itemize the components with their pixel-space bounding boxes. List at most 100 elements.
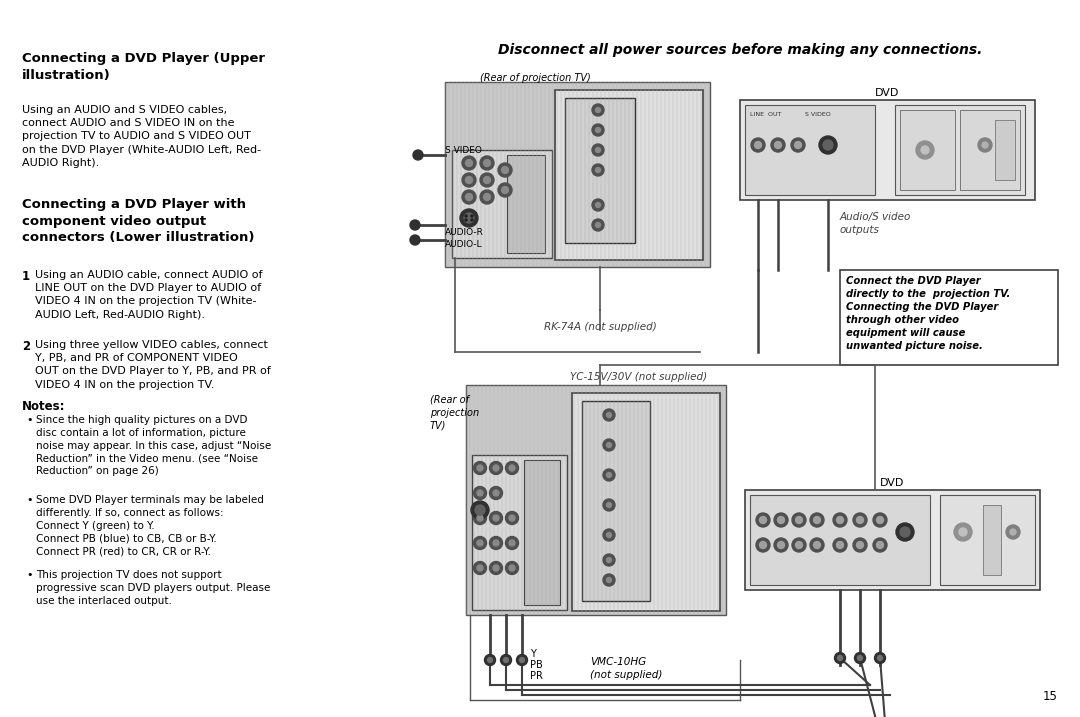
- Text: Some DVD Player terminals may be labeled
differently. If so, connect as follows:: Some DVD Player terminals may be labeled…: [36, 495, 264, 556]
- Circle shape: [595, 222, 600, 227]
- Circle shape: [505, 511, 518, 525]
- Circle shape: [873, 538, 887, 552]
- Circle shape: [837, 516, 843, 523]
- Circle shape: [516, 655, 527, 665]
- FancyBboxPatch shape: [445, 82, 710, 267]
- Circle shape: [603, 439, 615, 451]
- Text: Connecting a DVD Player (Upper
illustration): Connecting a DVD Player (Upper illustrat…: [22, 52, 265, 82]
- Circle shape: [607, 558, 611, 563]
- Text: S VIDEO: S VIDEO: [805, 112, 831, 117]
- Circle shape: [492, 565, 499, 571]
- Text: RK-74A (not supplied): RK-74A (not supplied): [544, 322, 657, 332]
- Circle shape: [489, 462, 502, 475]
- Circle shape: [473, 487, 486, 500]
- Circle shape: [505, 561, 518, 574]
- FancyBboxPatch shape: [983, 505, 1001, 575]
- Circle shape: [875, 652, 886, 663]
- Circle shape: [858, 655, 863, 660]
- FancyBboxPatch shape: [740, 100, 1035, 200]
- Circle shape: [751, 138, 765, 152]
- FancyBboxPatch shape: [565, 98, 635, 243]
- Circle shape: [607, 473, 611, 478]
- Circle shape: [471, 219, 473, 221]
- Circle shape: [489, 536, 502, 549]
- Circle shape: [792, 513, 806, 527]
- Text: (Rear of projection TV): (Rear of projection TV): [480, 73, 591, 83]
- FancyBboxPatch shape: [745, 105, 875, 195]
- Text: Notes:: Notes:: [22, 400, 66, 413]
- Circle shape: [477, 540, 483, 546]
- Circle shape: [900, 527, 910, 537]
- Text: LINE  OUT: LINE OUT: [750, 112, 781, 117]
- Text: Using an AUDIO and S VIDEO cables,
connect AUDIO and S VIDEO IN on the
projectio: Using an AUDIO and S VIDEO cables, conne…: [22, 105, 261, 168]
- Circle shape: [501, 166, 509, 174]
- FancyBboxPatch shape: [895, 105, 1025, 195]
- Circle shape: [759, 516, 767, 523]
- Circle shape: [489, 511, 502, 525]
- Circle shape: [810, 513, 824, 527]
- Text: Y: Y: [530, 649, 536, 659]
- Circle shape: [465, 219, 467, 221]
- FancyBboxPatch shape: [572, 393, 720, 611]
- Circle shape: [501, 186, 509, 194]
- Text: DVD: DVD: [880, 478, 904, 488]
- Text: PB: PB: [530, 660, 543, 670]
- Circle shape: [484, 159, 490, 166]
- Circle shape: [460, 209, 478, 227]
- Circle shape: [774, 538, 788, 552]
- Circle shape: [819, 136, 837, 154]
- FancyBboxPatch shape: [453, 150, 552, 258]
- Circle shape: [792, 538, 806, 552]
- FancyBboxPatch shape: [555, 90, 703, 260]
- Text: Connect the DVD Player
directly to the  projection TV.
Connecting the DVD Player: Connect the DVD Player directly to the p…: [846, 276, 1010, 351]
- Text: YC-15V/30V (not supplied): YC-15V/30V (not supplied): [570, 372, 707, 382]
- Circle shape: [603, 529, 615, 541]
- FancyBboxPatch shape: [960, 110, 1020, 190]
- Circle shape: [1010, 529, 1016, 535]
- Circle shape: [471, 501, 489, 519]
- Circle shape: [778, 541, 784, 549]
- Circle shape: [853, 538, 867, 552]
- Text: AUDIO-R: AUDIO-R: [445, 228, 484, 237]
- Text: 15: 15: [1043, 690, 1058, 703]
- Circle shape: [509, 465, 515, 471]
- Circle shape: [791, 138, 805, 152]
- Circle shape: [473, 462, 486, 475]
- Circle shape: [778, 516, 784, 523]
- Text: Using three yellow VIDEO cables, connect
Y, PB, and PR of COMPONENT VIDEO
OUT on: Using three yellow VIDEO cables, connect…: [35, 340, 271, 389]
- Circle shape: [774, 141, 782, 148]
- Circle shape: [505, 536, 518, 549]
- Circle shape: [503, 657, 509, 663]
- Circle shape: [592, 199, 604, 211]
- FancyBboxPatch shape: [582, 401, 650, 601]
- Circle shape: [603, 554, 615, 566]
- Circle shape: [489, 487, 502, 500]
- Circle shape: [465, 194, 473, 201]
- Circle shape: [519, 657, 525, 663]
- Circle shape: [462, 190, 476, 204]
- Circle shape: [954, 523, 972, 541]
- Circle shape: [595, 168, 600, 173]
- Text: 1: 1: [22, 270, 30, 283]
- Circle shape: [473, 536, 486, 549]
- Text: PR: PR: [530, 671, 543, 681]
- Circle shape: [485, 655, 496, 665]
- Circle shape: [595, 148, 600, 153]
- Text: AUDIO-L: AUDIO-L: [445, 240, 483, 249]
- Circle shape: [592, 144, 604, 156]
- Circle shape: [462, 173, 476, 187]
- Text: Since the high quality pictures on a DVD
disc contain a lot of information, pict: Since the high quality pictures on a DVD…: [36, 415, 271, 476]
- Text: •: •: [26, 415, 32, 425]
- Circle shape: [473, 561, 486, 574]
- Circle shape: [607, 412, 611, 417]
- Circle shape: [759, 541, 767, 549]
- Circle shape: [509, 565, 515, 571]
- Circle shape: [795, 141, 801, 148]
- Circle shape: [477, 565, 483, 571]
- Circle shape: [480, 156, 494, 170]
- Text: (Rear of
projection
TV): (Rear of projection TV): [430, 395, 480, 431]
- Circle shape: [978, 138, 993, 152]
- Circle shape: [471, 215, 473, 217]
- Circle shape: [877, 655, 882, 660]
- Circle shape: [410, 235, 420, 245]
